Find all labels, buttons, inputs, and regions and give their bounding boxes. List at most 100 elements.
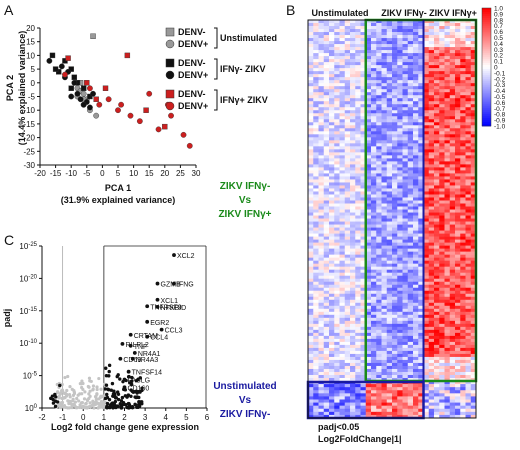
heatmap-cell — [455, 233, 461, 237]
heatmap-cell — [308, 248, 314, 252]
heatmap-cell — [397, 329, 403, 334]
pca-xlabel: PCA 1 — [105, 183, 131, 193]
heatmap-cell — [308, 368, 314, 373]
heatmap-cell — [434, 155, 440, 159]
heatmap-cell — [418, 182, 424, 186]
heatmap-cell — [350, 341, 356, 346]
heatmap-cell — [313, 65, 319, 69]
heatmap-cell — [355, 305, 361, 310]
heatmap-cell — [334, 32, 340, 36]
volcano-point — [118, 377, 122, 381]
heatmap-cell — [413, 411, 419, 416]
heatmap-cell — [397, 194, 403, 198]
heatmap-cell — [381, 92, 388, 96]
heatmap-cell — [360, 35, 367, 39]
heatmap-cell — [355, 248, 361, 252]
heatmap-cell — [339, 293, 346, 298]
heatmap-cell — [444, 152, 451, 156]
pca-x-tick-label: -5 — [83, 169, 91, 178]
heatmap-cell — [334, 377, 340, 382]
heatmap-cell — [334, 411, 340, 416]
heatmap-cell — [350, 152, 356, 156]
volcano-point — [80, 401, 84, 405]
heatmap-cell — [407, 80, 414, 84]
heatmap-cell — [397, 83, 403, 87]
volcano-point — [81, 405, 85, 409]
heatmap-cell — [434, 414, 440, 419]
heatmap-cell — [428, 200, 435, 204]
heatmap-cell — [418, 44, 424, 48]
heatmap-cell — [381, 140, 388, 144]
heatmap-cell — [350, 411, 356, 416]
heatmap-cell — [418, 26, 424, 30]
heatmap-cell — [334, 179, 340, 183]
heatmap-cell — [397, 29, 403, 33]
heatmap-cell — [323, 209, 330, 213]
heatmap-cell — [470, 182, 477, 186]
heatmap-cell — [402, 206, 409, 210]
heatmap-cell — [323, 233, 330, 237]
heatmap-cell — [355, 377, 361, 382]
heatmap-cell — [344, 353, 351, 358]
heatmap-cell — [329, 242, 335, 246]
colorbar-segment — [482, 29, 491, 32]
heatmap-cell — [439, 269, 445, 273]
heatmap-cell — [434, 107, 440, 111]
heatmap-cell — [413, 50, 419, 54]
heatmap-cell — [365, 209, 372, 213]
heatmap-cell — [313, 107, 319, 111]
heatmap-cell — [339, 414, 346, 419]
heatmap-cell — [334, 146, 340, 150]
heatmap-cell — [397, 359, 403, 364]
heatmap-cell — [465, 371, 472, 376]
heatmap-cell — [407, 116, 414, 120]
heatmap-cell — [365, 275, 372, 280]
heatmap-cell — [407, 53, 414, 57]
volcano-point — [129, 388, 133, 392]
heatmap-cell — [439, 317, 445, 322]
heatmap-cell — [376, 365, 382, 370]
heatmap-cell — [318, 317, 325, 322]
heatmap-cell — [407, 332, 414, 337]
heatmap-cell — [455, 173, 461, 177]
heatmap-cell — [344, 296, 351, 301]
heatmap-cell — [460, 125, 466, 129]
heatmap-cell — [334, 275, 340, 280]
heatmap-cell — [350, 335, 356, 340]
heatmap-cell — [360, 230, 367, 234]
heatmap-cell — [350, 113, 356, 117]
heatmap-cell — [308, 269, 314, 273]
heatmap-cell — [444, 399, 451, 403]
heatmap-cell — [428, 206, 435, 210]
heatmap-cell — [365, 179, 372, 183]
heatmap-cell — [371, 374, 377, 379]
heatmap-cell — [376, 56, 382, 60]
heatmap-cell — [418, 257, 424, 261]
heatmap-cell — [308, 272, 314, 277]
heatmap-cell — [381, 101, 388, 105]
heatmap-cell — [434, 119, 440, 123]
heatmap-cell — [407, 170, 414, 174]
heatmap-cell — [434, 176, 440, 180]
heatmap-cell — [434, 71, 440, 75]
heatmap-cell — [313, 119, 319, 123]
heatmap-cell — [313, 56, 319, 60]
heatmap-cell — [470, 119, 477, 123]
heatmap-cell — [392, 203, 398, 207]
volcano-gene-label: CRTAM — [134, 333, 158, 340]
volcano-point — [81, 387, 85, 392]
heatmap-cell — [355, 215, 361, 219]
heatmap-cell — [339, 239, 346, 243]
heatmap-cell — [407, 158, 414, 162]
heatmap-cell — [449, 221, 456, 225]
heatmap-cell — [392, 212, 398, 216]
heatmap-cell — [371, 411, 377, 416]
heatmap-cell — [428, 230, 435, 234]
heatmap-cell — [449, 203, 456, 207]
heatmap-cell — [449, 191, 456, 195]
heatmap-cell — [434, 101, 440, 105]
heatmap-cell — [407, 248, 414, 252]
heatmap-cell — [392, 308, 398, 313]
colorbar-tick-label: 0.7 — [494, 23, 503, 30]
volcano-point — [159, 327, 164, 332]
